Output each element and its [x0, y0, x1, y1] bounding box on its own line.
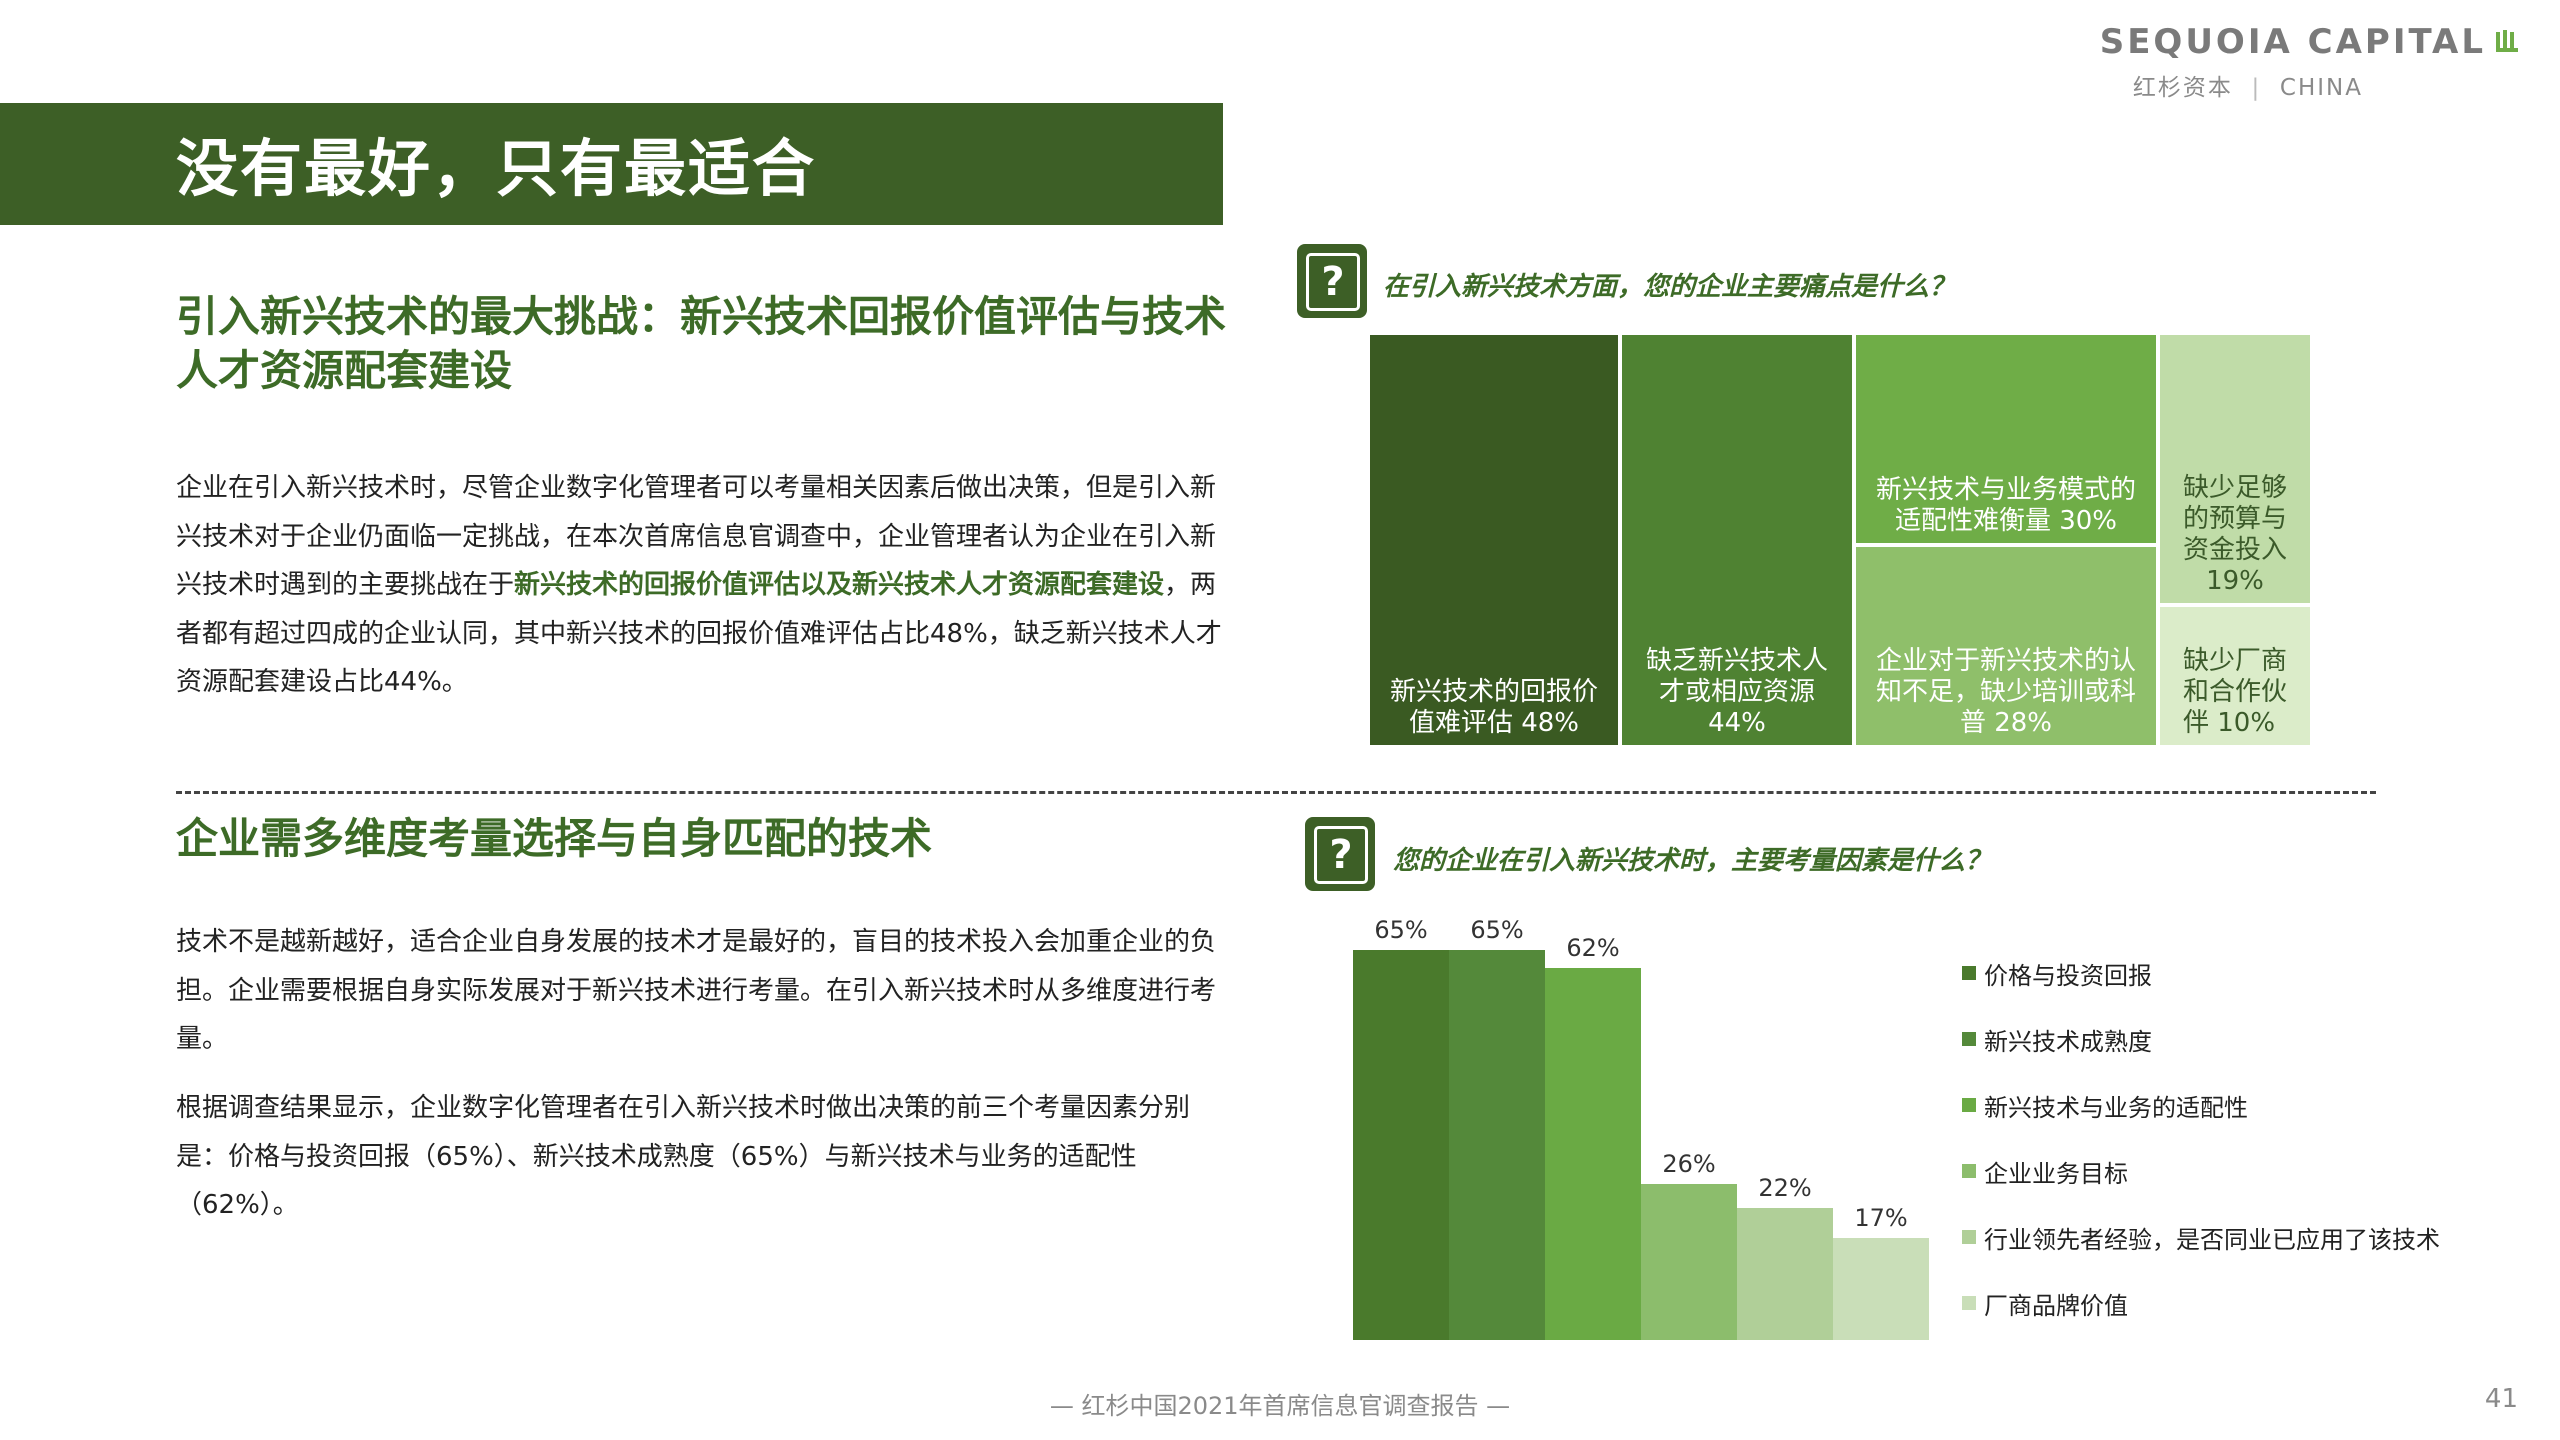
treemap-cell-partners: 缺少厂商 和合作伙伴 10% — [2160, 607, 2310, 745]
sequoia-logo-icon — [2496, 30, 2518, 52]
treemap-label: 44% — [1708, 708, 1766, 738]
legend-swatch — [1962, 1098, 1976, 1112]
bar-chart: 65% 65% 62% 26% 22% 17% — [1353, 916, 1929, 1340]
bar-1 — [1353, 950, 1449, 1340]
bar-value-label: 22% — [1758, 1174, 1811, 1202]
legend-swatch — [1962, 1164, 1976, 1178]
legend-item: 价格与投资回报 — [1962, 940, 2440, 1006]
question-mark-icon: ? — [1297, 244, 1367, 318]
treemap-label: 的预算与 — [2182, 504, 2287, 534]
section1-para-bold: 新兴技术的回报价值评估以及新兴技术人才资源配套建设 — [514, 570, 1165, 600]
footer-text: — 红杉中国2021年首席信息官调查报告 — — [1049, 1392, 1511, 1420]
treemap-label: 值难评估 48% — [1408, 708, 1580, 738]
legend-item: 新兴技术与业务的适配性 — [1962, 1072, 2440, 1138]
legend-label: 厂商品牌价值 — [1984, 1291, 2128, 1320]
legend-label: 企业业务目标 — [1984, 1159, 2128, 1188]
legend-item: 新兴技术成熟度 — [1962, 1006, 2440, 1072]
treemap-label: 新兴技术与业务模式的 — [1875, 475, 2136, 505]
bar-value-label: 65% — [1470, 916, 1523, 944]
legend-swatch — [1962, 1032, 1976, 1046]
treemap-label: 适配性难衡量 30% — [1894, 506, 2118, 536]
title-banner — [0, 103, 1223, 225]
treemap-label: 企业对于新兴技术的认 — [1875, 646, 2136, 676]
brand-name: SEQUOIA CAPITAL — [2099, 22, 2486, 62]
legend-label: 新兴技术成熟度 — [1984, 1027, 2152, 1056]
treemap-label: 和合作伙 — [2182, 677, 2287, 707]
treemap-cell-return-value: 新兴技术的回报价 值难评估 48% — [1370, 335, 1618, 745]
brand-subtitle: 红杉资本 | CHINA — [2132, 75, 2363, 101]
treemap-label: 新兴技术的回报价 — [1389, 677, 1598, 707]
section1-paragraph: 企业在引入新兴技术时，尽管企业数字化管理者可以考量相关因素后做出决策，但是引入新… — [176, 464, 1226, 707]
treemap-label: 知不足，缺少培训或科 — [1875, 677, 2136, 707]
treemap-label: 缺少厂商 — [2182, 646, 2287, 676]
treemap-cell-talent: 缺乏新兴技术人 才或相应资源 44% — [1622, 335, 1852, 745]
page-number: 41 — [2484, 1384, 2518, 1414]
legend-label: 行业领先者经验，是否同业已应用了该技术 — [1984, 1225, 2440, 1254]
bar-2 — [1449, 950, 1545, 1340]
legend-swatch — [1962, 1296, 1976, 1310]
bar-3 — [1545, 968, 1641, 1340]
bar-6 — [1833, 1238, 1929, 1340]
treemap-label: 资金投入 — [2182, 535, 2287, 565]
legend-label: 新兴技术与业务的适配性 — [1984, 1093, 2248, 1122]
section1-title: 引入新兴技术的最大挑战：新兴技术回报价值评估与技术人才资源配套建设 — [176, 292, 1227, 395]
legend-item: 厂商品牌价值 — [1962, 1270, 2440, 1336]
bar-value-label: 26% — [1662, 1150, 1715, 1178]
question-mark-icon: ? — [1305, 817, 1375, 891]
section2-paragraph-1: 技术不是越新越好，适合企业自身发展的技术才是最好的，盲目的技术投入会加重企业的负… — [176, 927, 1217, 1054]
brand-sub-cn: 红杉资本 — [2132, 75, 2233, 101]
legend-swatch — [1962, 966, 1976, 980]
question1-text: 在引入新兴技术方面，您的企业主要痛点是什么？ — [1383, 272, 1956, 302]
legend-label: 价格与投资回报 — [1984, 961, 2152, 990]
bar-5 — [1737, 1208, 1833, 1340]
legend-item: 行业领先者经验，是否同业已应用了该技术 — [1962, 1204, 2440, 1270]
bar-value-label: 65% — [1374, 916, 1427, 944]
treemap-label: 普 28% — [1959, 708, 2053, 738]
page-title: 没有最好，只有最适合 — [176, 132, 817, 205]
section-divider — [176, 791, 2376, 794]
bar-chart-legend: 价格与投资回报 新兴技术成熟度新兴技术与业务的适配性 企业业务目标行业领先者经验，是… — [1962, 940, 2440, 1336]
section1-para-part1: 企业在引入新兴技术时，尽管企业数字化管理者可以考量相关因素后做出决策，但是引入新… — [176, 473, 1217, 600]
question2-text: 您的企业在引入新兴技术时，主要考量因素是什么？ — [1393, 846, 1992, 876]
treemap-label: 才或相应资源 — [1658, 677, 1815, 707]
legend-item: 企业业务目标 — [1962, 1138, 2440, 1204]
bar-4 — [1641, 1184, 1737, 1340]
legend-swatch — [1962, 1230, 1976, 1244]
treemap-label: 缺少足够 — [2182, 473, 2287, 503]
bar-value-label: 62% — [1566, 934, 1619, 962]
section1-para-part2: ，两者都有超过四成的企业认同，其中新兴技术的回报价值难评估占比48%，缺乏新兴技… — [176, 570, 1222, 697]
treemap-cell-awareness: 企业对于新兴技术的认 知不足，缺少培训或科普 28% — [1856, 547, 2156, 745]
treemap-cell-budget: 缺少足够 的预算与 资金投入 19% — [2160, 335, 2310, 603]
treemap-label: 缺乏新兴技术人 — [1645, 646, 1828, 676]
treemap-cell-fit: 新兴技术与业务模式的 适配性难衡量 30% — [1856, 335, 2156, 543]
brand-sub-en: CHINA — [2279, 75, 2363, 101]
section2-title: 企业需多维度考量选择与自身匹配的技术 — [176, 814, 933, 863]
section2-paragraph-2: 根据调查结果显示，企业数字化管理者在引入新兴技术时做出决策的前三个考量因素分别是… — [176, 1093, 1191, 1220]
treemap-chart: 新兴技术的回报价 值难评估 48% 缺乏新兴技术人 才或相应资源 44% 新兴技术与业… — [1370, 335, 2310, 745]
bar-value-label: 17% — [1854, 1204, 1907, 1232]
treemap-label: 19% — [2206, 566, 2264, 596]
treemap-label: 伴 10% — [2182, 708, 2276, 738]
